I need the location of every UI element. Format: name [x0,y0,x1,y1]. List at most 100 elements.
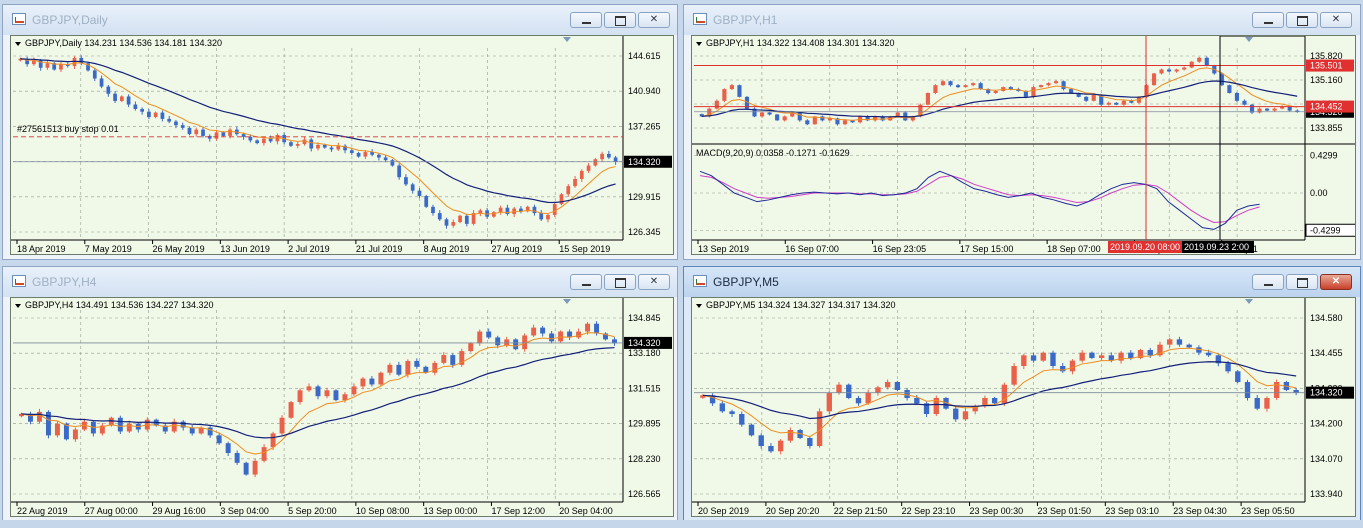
candle-body [707,108,712,117]
titlebar[interactable]: GBPJPY,M5 ✕ [684,267,1360,297]
candle-body [1272,108,1277,111]
candle-body [451,222,456,226]
time-tick-label: 18 Sep 07:00 [1047,244,1101,254]
close-icon: ✕ [649,276,659,287]
time-tick-label: 22 Sep 21:50 [834,506,888,516]
chart-window-icon [693,275,707,287]
candle-body [275,135,280,142]
window-title: GBPJPY,H1 [713,13,778,27]
close-button[interactable]: ✕ [638,12,670,28]
candle-body [309,139,314,149]
moving-average-fast [20,58,616,216]
candle-body [923,403,930,414]
price-tick-label: 129.915 [628,192,661,202]
maximize-button[interactable] [604,12,636,28]
time-tick-label: 17 Sep 15:00 [960,244,1014,254]
chart-area[interactable]: 135.820135.160134.500133.855134.320GBPJP… [691,35,1356,255]
candle-body [986,89,991,93]
candle-body [1108,355,1115,361]
candle-body [790,112,795,117]
candle-body [262,138,266,144]
candle-body [79,57,84,64]
candle-body [297,390,303,403]
candle-body [955,85,961,88]
candle-body [594,323,600,334]
window-title: GBPJPY,H4 [32,275,97,289]
chart-window-h1[interactable]: GBPJPY,H1 ✕ 135.820135.160134.500133.855… [683,4,1361,260]
maximize-button[interactable] [604,274,636,290]
candle-body [180,421,186,428]
candle-body [270,433,276,448]
window-title: GBPJPY,M5 [713,275,779,289]
price-tick-label: 133.855 [1310,123,1343,133]
close-button[interactable]: ✕ [1320,274,1352,290]
chart-area[interactable]: 144.615140.940137.265133.590129.915126.3… [10,35,674,255]
candle-body [351,386,357,395]
price-tick-label: 137.265 [628,121,661,131]
candle-body [1225,363,1231,372]
candle-body [1244,382,1251,398]
chart-area[interactable]: 134.580134.455134.330134.200134.070133.9… [691,297,1356,517]
candle-body [612,339,617,344]
candle-body [918,104,923,117]
candle-body [28,413,33,422]
time-tick-label: 13 Jun 2019 [220,244,270,254]
candle-body [539,213,544,220]
titlebar[interactable]: GBPJPY,H1 ✕ [684,5,1360,35]
maximize-button[interactable] [1286,12,1318,28]
candle-body [1053,81,1059,84]
price-tick-label: 131.515 [628,383,661,393]
candle-body [1196,347,1202,353]
candle-body [940,81,946,86]
candle-body [289,142,293,146]
candle-body [108,417,114,426]
candle-body [606,153,611,158]
time-tick-label: 22 Aug 2019 [17,506,68,516]
current-price-tag [1306,386,1354,399]
candle-body [268,138,273,142]
candle-body [576,331,582,338]
candle-body [835,118,840,125]
candle-body [113,93,117,101]
candle-body [243,462,249,475]
candle-body [201,129,205,136]
candle-body [531,327,537,336]
price-tick-label: 140.940 [628,86,661,96]
candle-body [1061,81,1066,90]
minimize-button[interactable] [570,274,602,290]
time-tick-label: 23 Sep 03:10 [1105,506,1159,516]
crosshair-time-label: 2019.09.20 08:00 [1110,242,1180,252]
titlebar[interactable]: GBPJPY,Daily ✕ [3,5,677,35]
candle-body [1031,87,1036,97]
price-tick-label: 126.345 [628,227,661,237]
chart-window-h4[interactable]: GBPJPY,H4 ✕ 134.845 133.180 131.515 129.895… [2,266,678,522]
maximize-button[interactable] [1286,274,1318,290]
candle-body [431,206,435,214]
close-button[interactable]: ✕ [638,274,670,290]
dropdown-triangle-icon [696,304,702,308]
candle-body [993,91,998,93]
candle-body [914,398,920,404]
close-button[interactable]: ✕ [1320,12,1352,28]
chart-area[interactable]: 134.845 133.180 131.515 129.895 128.230 126.5… [10,297,674,517]
dropdown-triangle-icon [15,42,21,46]
candle-body [241,134,246,137]
titlebar[interactable]: GBPJPY,H4 ✕ [3,267,677,297]
candle-body [471,213,476,224]
chart-window-daily[interactable]: GBPJPY,Daily ✕ 144.615140.940137.265133.… [2,4,678,260]
candle-body [699,114,704,117]
minimize-button[interactable] [570,12,602,28]
candle-body [458,215,462,223]
candle-body [910,116,915,121]
dropdown-triangle-icon [15,304,21,308]
candle-body [126,96,131,105]
crosshair-time-tag [1182,241,1254,253]
candle-body [180,125,185,128]
pending-order-label: #27561513 buy stop 0.01 [17,124,119,134]
candle-body [777,440,784,452]
minimize-button[interactable] [1252,274,1284,290]
candle-body [342,394,348,401]
candle-body [1099,94,1104,105]
minimize-button[interactable] [1252,12,1284,28]
chart-window-m5[interactable]: GBPJPY,M5 ✕ 134.580134.455134.330134.200… [683,266,1361,522]
